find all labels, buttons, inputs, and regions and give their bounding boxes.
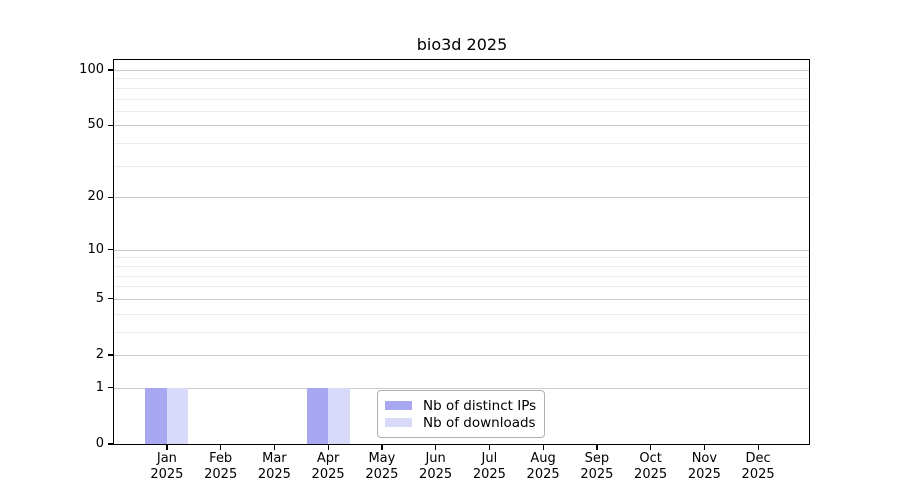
x-tick-label: Dec 2025 (728, 451, 788, 483)
gridline-major (114, 70, 809, 71)
x-tick-label-year: 2025 (204, 467, 238, 482)
gridline-minor (114, 313, 809, 315)
x-tick-label: Feb 2025 (191, 451, 251, 483)
x-tick-label-year: 2025 (419, 467, 453, 482)
x-tick-label: Jan 2025 (137, 451, 197, 483)
gridline-major (114, 355, 809, 356)
y-tick-mark (108, 249, 114, 251)
x-tick-label-year: 2025 (526, 467, 560, 482)
x-tick-mark (650, 444, 652, 450)
chart-title: bio3d 2025 (416, 35, 508, 54)
y-tick-label: 1 (95, 379, 104, 395)
legend-swatch-distinct-ips (385, 401, 412, 410)
y-tick-label: 2 (95, 347, 104, 362)
gridline-minor (114, 257, 809, 259)
gridline-minor (114, 78, 809, 80)
x-tick-mark (166, 444, 168, 450)
x-tick-label: Jul 2025 (459, 451, 519, 483)
y-tick-label: 5 (95, 290, 104, 306)
gridline-major (114, 249, 809, 251)
y-tick-label: 0 (95, 436, 104, 451)
plot-area (113, 59, 810, 445)
x-tick-label-year: 2025 (365, 467, 399, 482)
gridline-minor (114, 98, 809, 100)
y-tick-mark (108, 69, 114, 71)
y-tick-mark (108, 387, 114, 389)
gridline-minor (114, 265, 809, 267)
bar-downloads (328, 387, 350, 444)
legend-swatch-downloads (385, 418, 412, 427)
gridline-major (114, 387, 809, 389)
x-tick-mark (488, 444, 491, 450)
x-tick-label-year: 2025 (634, 467, 668, 482)
y-tick-mark (108, 298, 114, 300)
x-tick-label-year: 2025 (580, 467, 614, 482)
x-tick-mark (435, 444, 437, 450)
x-tick-label: Aug 2025 (513, 451, 573, 483)
gridline-major (114, 197, 809, 199)
x-tick-label: Oct 2025 (621, 451, 681, 483)
y-tick-label: 20 (87, 189, 104, 205)
gridline-minor (114, 331, 809, 333)
x-tick-mark (220, 444, 222, 450)
x-tick-mark (381, 444, 383, 450)
legend: Nb of distinct IPs Nb of downloads (377, 390, 545, 438)
y-tick-mark (108, 124, 114, 127)
x-tick-label-year: 2025 (472, 467, 506, 482)
gridline-minor (114, 87, 809, 89)
x-tick-label-year: 2025 (150, 467, 184, 482)
x-tick-label: Sep 2025 (567, 451, 627, 483)
bar-distinct-ips (306, 387, 329, 444)
x-tick-mark (273, 444, 276, 450)
bar-distinct-ips (145, 387, 167, 444)
x-tick-mark (542, 444, 544, 450)
x-tick-label-year: 2025 (311, 467, 345, 482)
x-tick-label: May 2025 (352, 451, 412, 483)
x-tick-mark (703, 444, 706, 450)
y-tick-mark (108, 354, 114, 356)
gridline-minor (114, 165, 809, 167)
y-tick-label: 10 (87, 241, 104, 257)
y-tick-mark (108, 443, 114, 445)
x-tick-label: Mar 2025 (244, 451, 304, 483)
x-tick-mark (757, 444, 759, 450)
x-tick-mark (596, 444, 598, 450)
y-tick-mark (108, 196, 114, 198)
y-tick-label: 100 (79, 62, 104, 77)
x-tick-mark (327, 444, 329, 450)
gridline-major (114, 125, 809, 127)
legend-row-distinct-ips: Nb of distinct IPs (385, 397, 536, 414)
x-tick-label-year: 2025 (257, 467, 291, 482)
gridline-minor (114, 143, 809, 145)
legend-label-downloads: Nb of downloads (423, 414, 536, 431)
x-tick-label: Apr 2025 (298, 451, 358, 483)
gridline-minor (114, 110, 809, 112)
gridline-major (114, 298, 809, 300)
legend-label-distinct-ips: Nb of distinct IPs (423, 397, 537, 414)
gridline-minor (114, 275, 809, 277)
bar-downloads (166, 387, 189, 444)
x-tick-label: Nov 2025 (674, 451, 734, 483)
legend-row-downloads: Nb of downloads (385, 414, 536, 431)
x-tick-label: Jun 2025 (406, 451, 466, 483)
y-tick-label: 50 (87, 117, 104, 133)
gridline-minor (114, 286, 809, 288)
x-tick-label-year: 2025 (741, 467, 775, 482)
x-tick-label-year: 2025 (687, 467, 721, 482)
